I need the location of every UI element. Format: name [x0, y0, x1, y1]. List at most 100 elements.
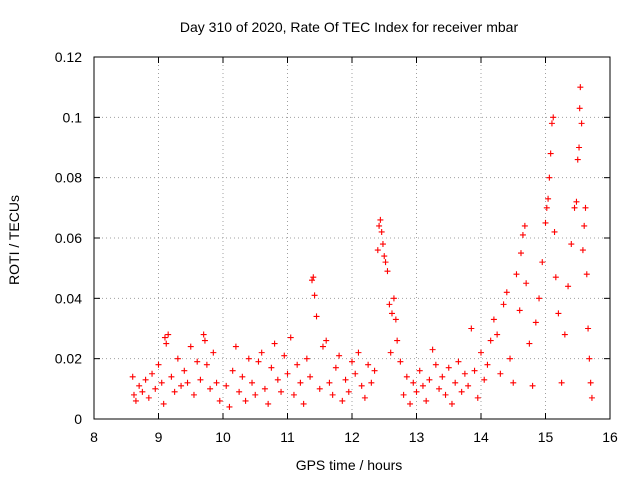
data-point: [278, 388, 285, 395]
data-point: [339, 397, 346, 404]
data-point: [258, 349, 265, 356]
data-point: [194, 358, 201, 365]
data-point: [213, 379, 220, 386]
data-point: [561, 331, 568, 338]
data-point: [274, 376, 281, 383]
data-point: [416, 367, 423, 374]
data-point: [516, 307, 523, 314]
data-point: [129, 373, 136, 380]
data-point: [497, 370, 504, 377]
data-point: [163, 340, 170, 347]
data-point: [155, 361, 162, 368]
data-point: [390, 295, 397, 302]
data-point: [585, 325, 592, 332]
data-point: [165, 331, 172, 338]
data-point: [526, 340, 533, 347]
data-point: [576, 105, 583, 112]
y-tick-label: 0.02: [55, 351, 82, 367]
data-point: [201, 337, 208, 344]
data-point: [578, 120, 585, 127]
data-point: [381, 253, 388, 260]
x-tick-labels: 8 9 10 11 12 13 14 15 16: [90, 429, 618, 445]
data-point: [178, 382, 185, 389]
data-point: [216, 397, 223, 404]
data-point: [455, 358, 462, 365]
data-point: [478, 349, 484, 356]
data-point: [426, 376, 433, 383]
data-point: [300, 400, 307, 407]
data-point: [536, 295, 543, 302]
data-point: [523, 280, 530, 287]
data-point: [507, 355, 514, 362]
data-point: [419, 382, 426, 389]
data-point: [532, 319, 539, 326]
data-point: [432, 361, 439, 368]
data-point: [294, 361, 301, 368]
data-point: [232, 343, 239, 350]
data-point: [452, 379, 459, 386]
data-point: [539, 259, 546, 266]
data-point: [149, 370, 156, 377]
data-point: [303, 355, 310, 362]
data-point: [171, 388, 178, 395]
data-point: [332, 364, 339, 371]
y-tick-labels: 0 0.02 0.04 0.06 0.08 0.1 0.12: [55, 49, 82, 427]
data-point: [355, 349, 362, 356]
x-tick-label: 9: [155, 429, 163, 445]
data-point: [548, 120, 555, 127]
data-point: [236, 388, 243, 395]
data-point: [384, 268, 391, 275]
data-point: [174, 355, 181, 362]
data-point: [465, 382, 472, 389]
data-point: [468, 325, 475, 332]
y-tick-label: 0.12: [55, 49, 82, 65]
data-point: [342, 376, 349, 383]
data-point: [545, 195, 552, 202]
data-point: [190, 391, 197, 398]
data-point: [445, 364, 452, 371]
data-point: [407, 400, 414, 407]
data-point: [352, 370, 359, 377]
data-point: [461, 370, 468, 377]
y-tick-label: 0.06: [55, 230, 82, 246]
data-point: [546, 174, 553, 181]
data-point: [130, 391, 137, 398]
data-point: [394, 337, 401, 344]
data-point: [382, 259, 389, 266]
x-axis-label: GPS time / hours: [296, 457, 403, 473]
y-tick-label: 0: [74, 411, 82, 427]
y-axis-label: ROTI / TECUs: [6, 195, 22, 285]
data-point: [403, 373, 410, 380]
data-point: [152, 385, 159, 392]
data-point: [552, 274, 559, 281]
data-point: [513, 271, 520, 278]
data-point: [542, 219, 549, 226]
x-tick-label: 14: [473, 429, 489, 445]
data-point: [142, 376, 149, 383]
data-point: [307, 373, 314, 380]
data-point: [265, 400, 272, 407]
axis-ticks: [93, 56, 611, 420]
data-point: [255, 358, 262, 365]
data-point: [577, 84, 584, 91]
data-point: [458, 388, 465, 395]
data-point: [510, 379, 517, 386]
data-point: [439, 373, 446, 380]
data-point: [210, 349, 217, 356]
data-point: [361, 394, 368, 401]
data-point: [326, 379, 333, 386]
data-point: [239, 373, 246, 380]
data-point: [583, 271, 590, 278]
x-tick-label: 16: [602, 429, 618, 445]
data-point: [187, 343, 194, 350]
data-point: [223, 382, 230, 389]
data-point: [168, 373, 175, 380]
data-point: [297, 379, 304, 386]
data-point: [555, 310, 562, 317]
data-point: [316, 385, 323, 392]
data-point: [471, 367, 478, 374]
y-tick-label: 0.1: [63, 109, 83, 125]
data-point: [252, 391, 259, 398]
data-point: [442, 391, 449, 398]
